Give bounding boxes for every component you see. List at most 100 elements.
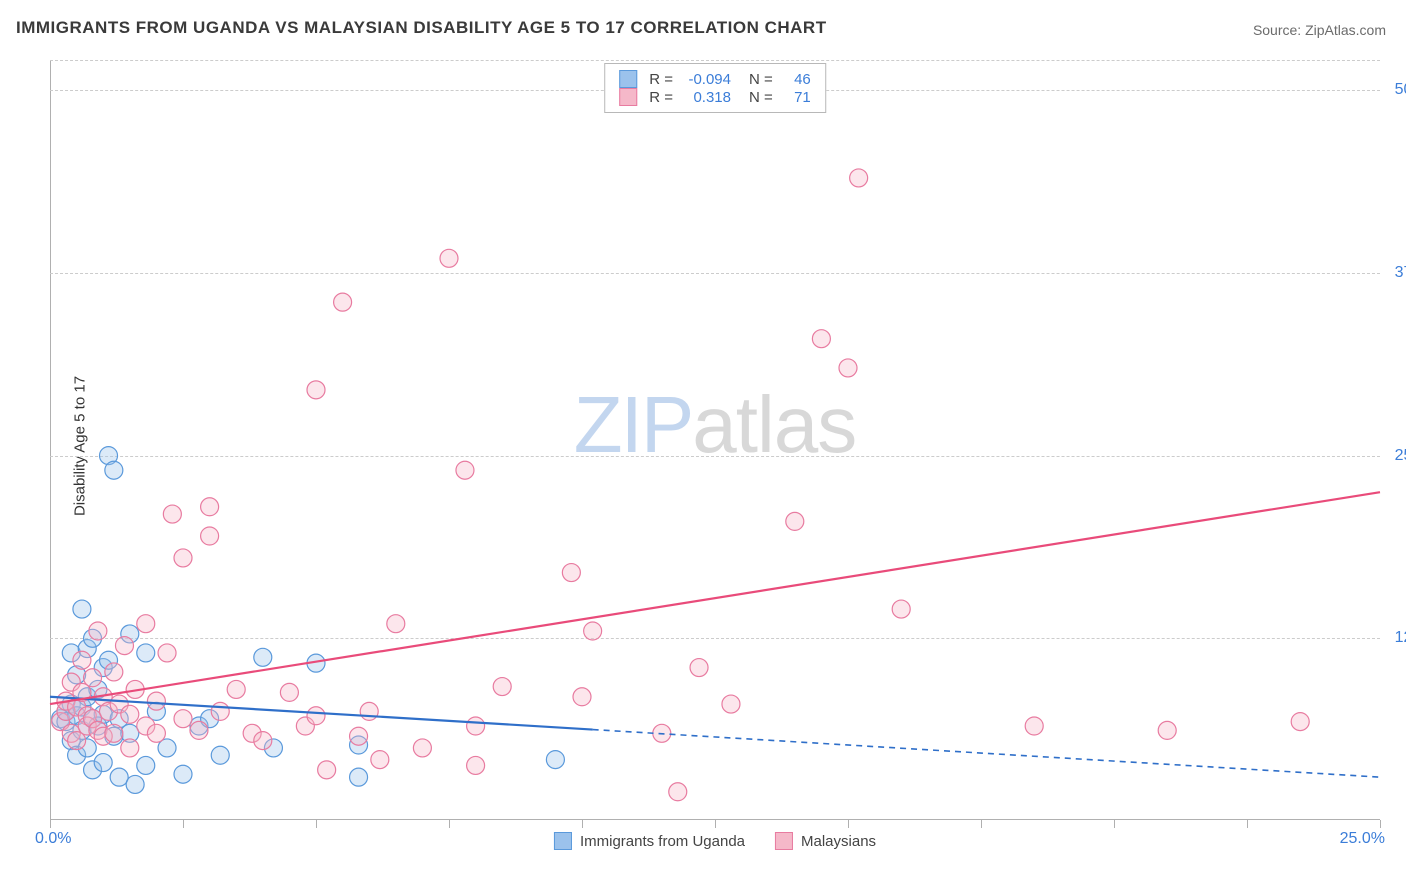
y-tick-label: 50.0%	[1385, 81, 1406, 99]
scatter-point	[115, 637, 133, 655]
scatter-point	[307, 381, 325, 399]
scatter-point	[174, 710, 192, 728]
source-name: ZipAtlas.com	[1305, 22, 1386, 38]
scatter-point	[227, 680, 245, 698]
scatter-point	[1158, 721, 1176, 739]
scatter-point	[360, 702, 378, 720]
chart-container: IMMIGRANTS FROM UGANDA VS MALAYSIAN DISA…	[0, 0, 1406, 892]
scatter-point	[190, 721, 208, 739]
scatter-point	[211, 746, 229, 764]
scatter-point	[126, 775, 144, 793]
swatch-uganda	[619, 70, 637, 88]
scatter-point	[121, 705, 139, 723]
chart-title: IMMIGRANTS FROM UGANDA VS MALAYSIAN DISA…	[16, 18, 827, 38]
scatter-point	[1291, 713, 1309, 731]
scatter-point	[850, 169, 868, 187]
scatter-plot-svg	[50, 61, 1380, 820]
scatter-point	[254, 648, 272, 666]
trend-line-dashed	[593, 730, 1380, 778]
legend-label-uganda: Immigrants from Uganda	[580, 833, 745, 850]
source-prefix: Source:	[1253, 22, 1305, 38]
scatter-point	[892, 600, 910, 618]
scatter-point	[163, 505, 181, 523]
scatter-point	[84, 669, 102, 687]
y-tick-label: 37.5%	[1385, 264, 1406, 282]
scatter-point	[105, 461, 123, 479]
scatter-point	[105, 724, 123, 742]
x-tick	[848, 820, 849, 828]
scatter-point	[201, 498, 219, 516]
scatter-point	[584, 622, 602, 640]
scatter-point	[413, 739, 431, 757]
scatter-point	[493, 678, 511, 696]
scatter-point	[350, 768, 368, 786]
scatter-point	[73, 651, 91, 669]
scatter-point	[137, 756, 155, 774]
y-tick-label: 25.0%	[1385, 447, 1406, 465]
r-value-uganda: -0.094	[681, 71, 731, 88]
x-tick	[183, 820, 184, 828]
legend-item-malaysia: Malaysians	[775, 832, 876, 850]
scatter-point	[573, 688, 591, 706]
bottom-legend: Immigrants from Uganda Malaysians	[554, 832, 876, 850]
scatter-point	[546, 751, 564, 769]
scatter-point	[690, 659, 708, 677]
scatter-point	[254, 732, 272, 750]
scatter-point	[121, 739, 139, 757]
plot-area: ZIPatlas 12.5%25.0%37.5%50.0% 0.0% 25.0%…	[50, 60, 1380, 820]
stats-legend-box: R = -0.094 N = 46 R = 0.318 N = 71	[604, 63, 826, 113]
swatch-uganda	[554, 832, 572, 850]
scatter-point	[1025, 717, 1043, 735]
scatter-point	[812, 330, 830, 348]
n-label: N =	[749, 71, 773, 88]
x-tick	[449, 820, 450, 828]
legend-label-malaysia: Malaysians	[801, 833, 876, 850]
scatter-point	[94, 754, 112, 772]
scatter-point	[307, 707, 325, 725]
legend-item-uganda: Immigrants from Uganda	[554, 832, 745, 850]
r-label: R =	[649, 89, 673, 106]
scatter-point	[174, 549, 192, 567]
scatter-point	[669, 783, 687, 801]
scatter-point	[371, 751, 389, 769]
trend-line	[50, 492, 1380, 704]
x-max-label: 25.0%	[1340, 830, 1385, 848]
x-tick	[1114, 820, 1115, 828]
scatter-point	[562, 564, 580, 582]
scatter-point	[105, 663, 123, 681]
swatch-malaysia	[619, 88, 637, 106]
x-tick	[715, 820, 716, 828]
x-origin-label: 0.0%	[35, 830, 71, 848]
scatter-point	[147, 724, 165, 742]
x-tick	[50, 820, 51, 828]
scatter-point	[334, 293, 352, 311]
x-tick	[1247, 820, 1248, 828]
scatter-point	[387, 615, 405, 633]
scatter-point	[318, 761, 336, 779]
n-label: N =	[749, 89, 773, 106]
x-tick	[316, 820, 317, 828]
x-tick	[981, 820, 982, 828]
scatter-point	[110, 768, 128, 786]
scatter-point	[456, 461, 474, 479]
r-value-malaysia: 0.318	[681, 89, 731, 106]
scatter-point	[137, 644, 155, 662]
scatter-point	[280, 683, 298, 701]
scatter-point	[137, 615, 155, 633]
scatter-point	[89, 622, 107, 640]
scatter-point	[467, 717, 485, 735]
scatter-point	[786, 512, 804, 530]
scatter-point	[467, 756, 485, 774]
scatter-point	[174, 765, 192, 783]
stats-row-uganda: R = -0.094 N = 46	[619, 70, 811, 88]
r-label: R =	[649, 71, 673, 88]
n-value-malaysia: 71	[781, 89, 811, 106]
scatter-point	[73, 600, 91, 618]
scatter-point	[158, 644, 176, 662]
source-attribution: Source: ZipAtlas.com	[1253, 22, 1386, 38]
swatch-malaysia	[775, 832, 793, 850]
scatter-point	[839, 359, 857, 377]
scatter-point	[211, 702, 229, 720]
stats-row-malaysia: R = 0.318 N = 71	[619, 88, 811, 106]
scatter-point	[201, 527, 219, 545]
